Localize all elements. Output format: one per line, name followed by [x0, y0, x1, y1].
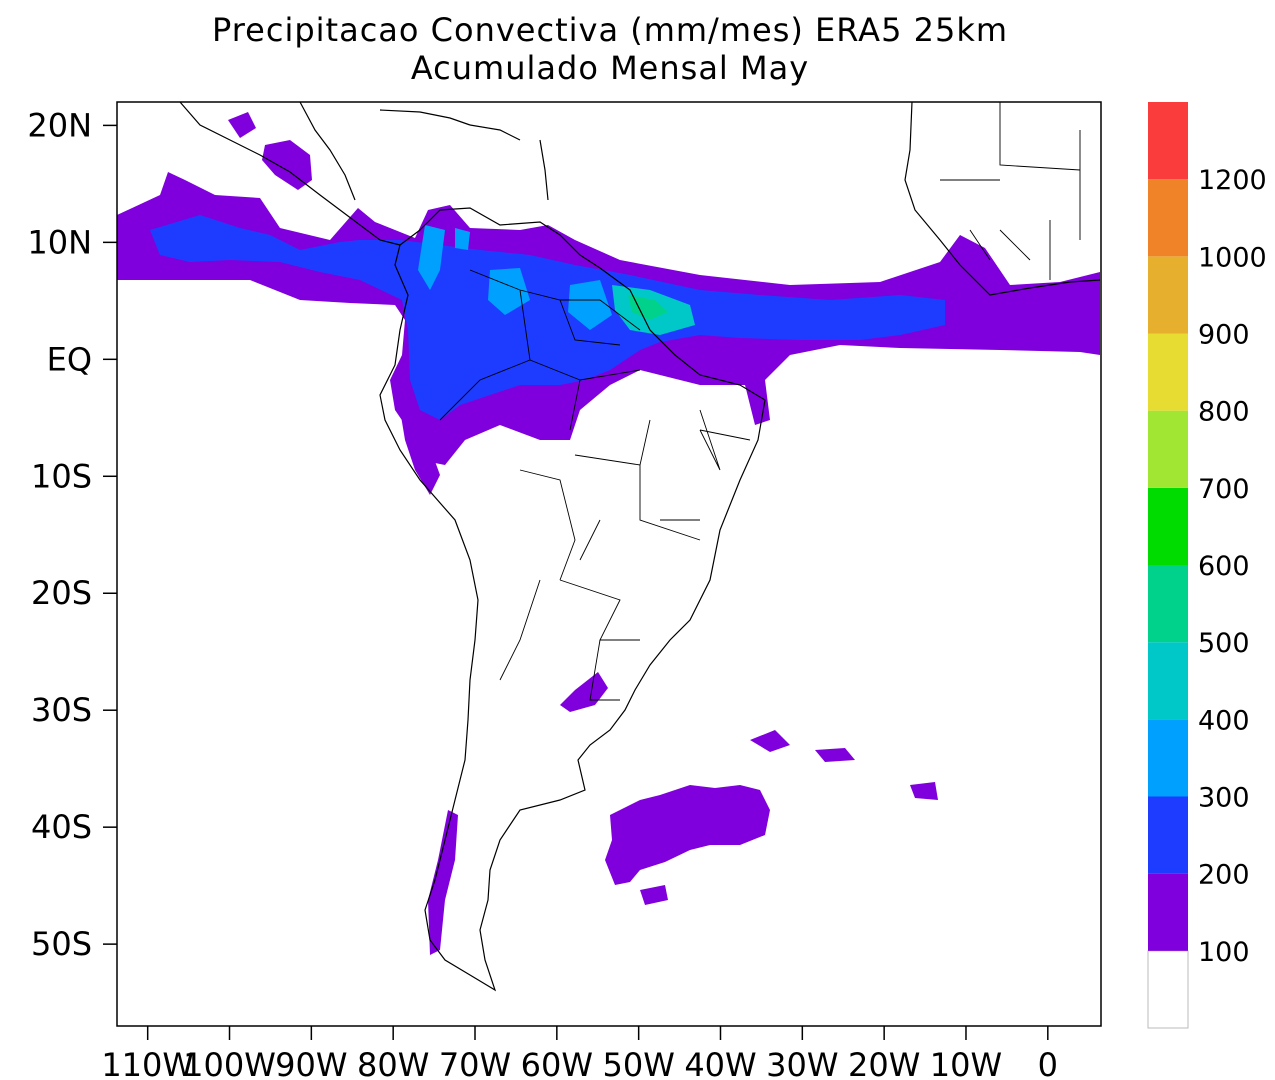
- y-tick-label: 20S: [31, 574, 92, 612]
- africa-coastline: [904, 101, 1101, 296]
- colorbar-box: [1147, 950, 1189, 1029]
- x-tick-label: 70W: [439, 1046, 511, 1080]
- y-tick-label: 30S: [31, 691, 92, 729]
- andes-streak-100: [400, 410, 440, 495]
- patch-500: [628, 295, 668, 320]
- x-tick-label: 90W: [275, 1046, 347, 1080]
- africa-borders: [940, 102, 1081, 280]
- colorbar-box: [1148, 333, 1188, 411]
- map-subtitle: Acumulado Mensal May: [410, 49, 810, 87]
- x-tick-label: 10W: [930, 1046, 1002, 1080]
- colorbar-box: [1148, 719, 1188, 797]
- patch-300-a: [418, 225, 445, 290]
- colorbar-label: 400: [1198, 705, 1250, 736]
- colorbar-box: [1148, 796, 1188, 874]
- colorbar-box: [1148, 256, 1188, 334]
- x-tick-label: 50W: [602, 1046, 674, 1080]
- caribbean-chain: [539, 139, 549, 201]
- colorbar-label: 300: [1198, 783, 1250, 814]
- y-tick-label: 40S: [31, 808, 92, 846]
- central-america-blob-100: [262, 140, 312, 190]
- colorbar-box: [1148, 565, 1188, 643]
- south-blob-100-c: [750, 730, 790, 752]
- caribbean-island-a: [379, 109, 471, 126]
- colorbar-label: 1200: [1198, 165, 1267, 196]
- colorbar-box: [1148, 487, 1188, 565]
- x-tick-label: 80W: [357, 1046, 429, 1080]
- chile-coast-100: [428, 810, 458, 955]
- colorbar-label: 500: [1198, 628, 1250, 659]
- precipitation-fields: [117, 112, 1100, 955]
- patch-300-c: [568, 280, 612, 330]
- country-borders: [439, 269, 751, 701]
- patch-300-d: [455, 228, 470, 250]
- colorbar-box: [1148, 102, 1188, 180]
- map-frame: [116, 101, 1102, 1027]
- y-axis: 20N 10N EQ 10S 20S 30S 40S 50S: [27, 106, 117, 963]
- south-blob-100-e: [640, 885, 668, 905]
- caribbean-island-b: [469, 124, 521, 141]
- colorbar-label: 100: [1198, 937, 1250, 968]
- colorbar-box: [1148, 873, 1188, 951]
- x-tick-label: 20W: [848, 1046, 920, 1080]
- map-title: Precipitacao Convectiva (mm/mes) ERA5 25…: [211, 11, 1009, 49]
- south-blob-100-d: [815, 748, 855, 762]
- x-tick-label: 110W: [101, 1046, 194, 1080]
- y-tick-label: 20N: [27, 106, 92, 144]
- colorbar-box: [1148, 642, 1188, 720]
- colorbar-label: 900: [1198, 320, 1250, 351]
- x-tick-label: 40W: [684, 1046, 756, 1080]
- y-tick-label: 10S: [31, 457, 92, 495]
- south-blob-100-b: [605, 785, 770, 885]
- colorbar-box: [1148, 410, 1188, 488]
- south-blob-100-f: [910, 782, 938, 800]
- y-tick-label: EQ: [47, 340, 92, 378]
- colorbar-label: 1000: [1198, 242, 1267, 273]
- x-tick-label: 30W: [766, 1046, 838, 1080]
- core-200: [150, 215, 945, 420]
- south-america-coastline: [379, 207, 766, 992]
- south-blob-100-a: [560, 672, 608, 712]
- colorbar-label: 700: [1198, 474, 1250, 505]
- central-america-speck-100: [228, 112, 256, 138]
- yucatan-coastline: [299, 101, 356, 201]
- x-tick-label: 60W: [521, 1046, 593, 1080]
- central-america-coastline: [179, 101, 401, 246]
- colorbar-box: [1148, 179, 1188, 257]
- colorbar-label: 200: [1198, 860, 1250, 891]
- continent-outlines: [179, 101, 1101, 992]
- colorbar-label: 800: [1198, 397, 1250, 428]
- x-tick-label: 100W: [183, 1046, 276, 1080]
- colorbar: 100 200 300 400 500 600 700 800 900 1000 1200: [1147, 102, 1267, 1029]
- colorbar-label: 600: [1198, 551, 1250, 582]
- x-tick-label: 0: [1038, 1046, 1058, 1080]
- y-tick-label: 50S: [31, 925, 92, 963]
- y-tick-label: 10N: [27, 223, 92, 261]
- patch-300-b: [488, 268, 530, 315]
